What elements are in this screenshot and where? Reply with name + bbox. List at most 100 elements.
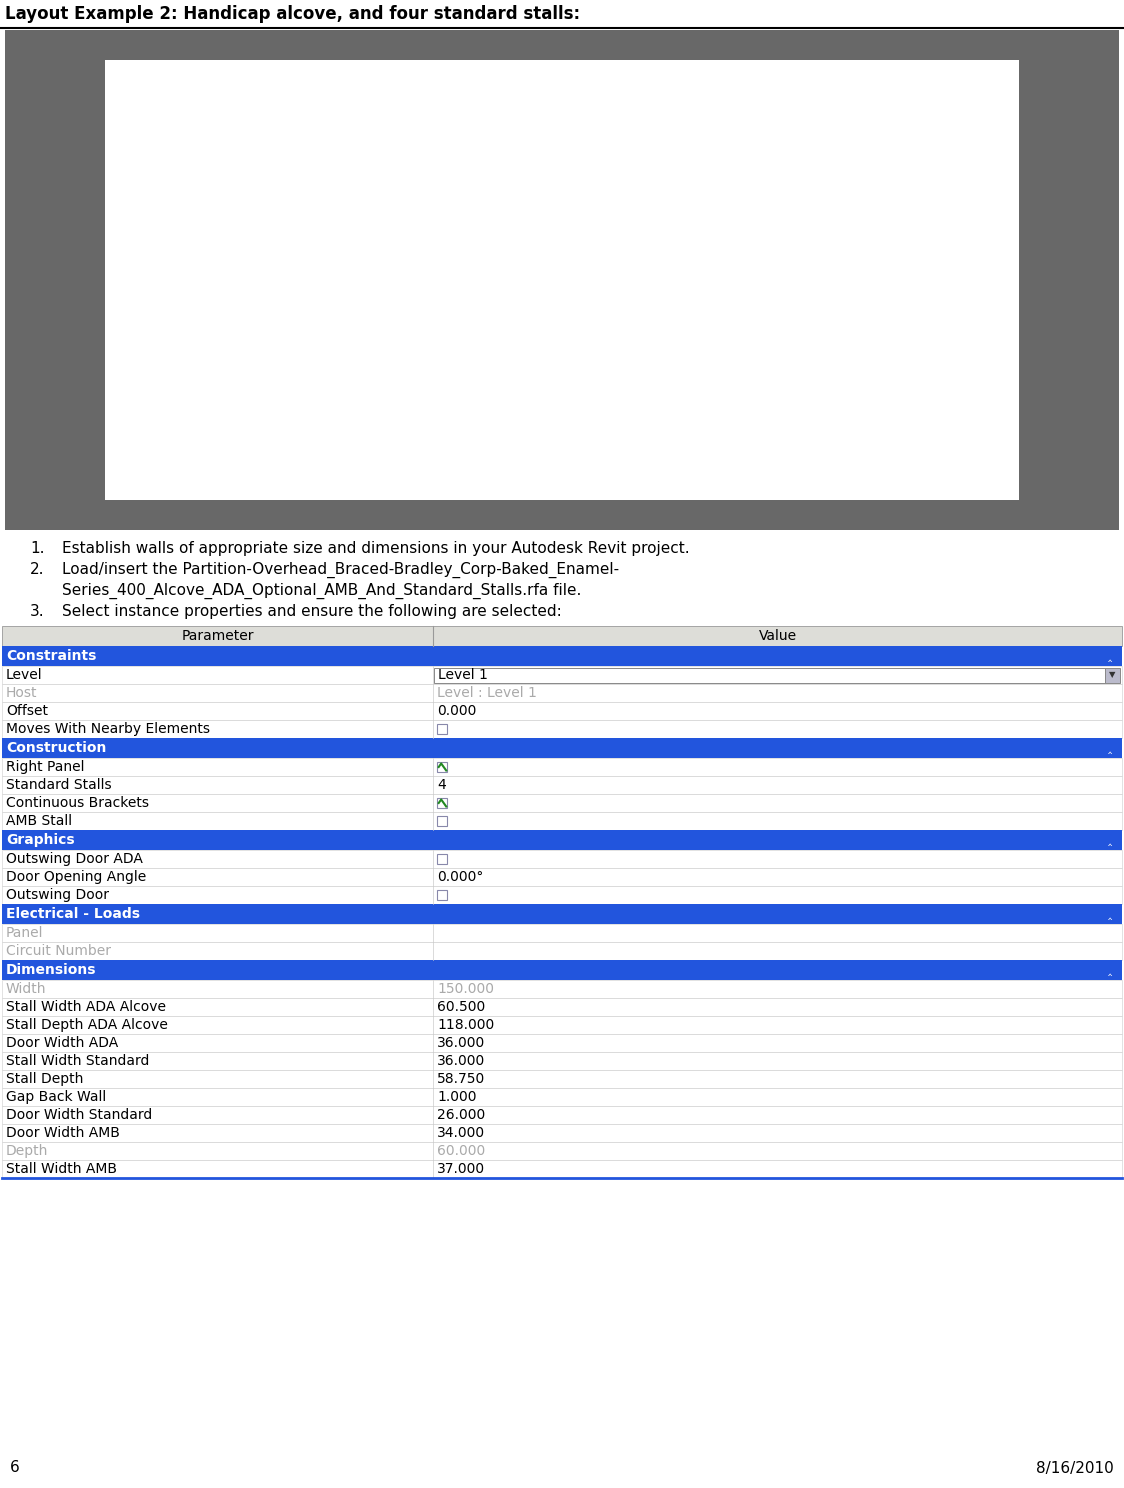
Text: 58.750: 58.750 [437, 1071, 486, 1086]
Text: Width: Width [6, 982, 46, 995]
Bar [2, 757, 1122, 777]
Bar [2, 812, 1122, 830]
Text: 36.000: 36.000 [437, 1036, 486, 1051]
Text: 1.: 1. [30, 542, 45, 557]
Text: Dimensions: Dimensions [6, 963, 97, 978]
Text: Outswing Door: Outswing Door [6, 888, 109, 902]
Bar [437, 725, 447, 734]
Text: Value: Value [759, 629, 797, 643]
Bar [2, 905, 1122, 924]
Text: 3.: 3. [30, 604, 45, 619]
Text: ▼: ▼ [1109, 671, 1116, 680]
Bar [2, 684, 1122, 702]
Bar [4, 30, 1120, 530]
Text: Door Opening Angle: Door Opening Angle [6, 870, 146, 884]
Text: Door Width ADA: Door Width ADA [6, 1036, 118, 1051]
Bar [2, 1088, 1122, 1106]
Bar [2, 942, 1122, 960]
Text: Circuit Number: Circuit Number [6, 943, 111, 958]
Bar [2, 738, 1122, 757]
Bar [437, 890, 447, 900]
Text: Outswing Door ADA: Outswing Door ADA [6, 853, 143, 866]
Text: Construction: Construction [6, 741, 107, 754]
Text: Level 1: Level 1 [438, 668, 488, 682]
Text: 8/16/2010: 8/16/2010 [1036, 1461, 1114, 1476]
Text: 4: 4 [437, 778, 446, 792]
Bar [2, 981, 1122, 998]
Bar [2, 1052, 1122, 1070]
Bar [2, 960, 1122, 981]
Text: Level : Level 1: Level : Level 1 [437, 686, 537, 699]
Text: Establish walls of appropriate size and dimensions in your Autodesk Revit projec: Establish walls of appropriate size and … [62, 542, 690, 557]
Bar [2, 795, 1122, 812]
Bar [2, 1123, 1122, 1141]
Text: Stall Width AMB: Stall Width AMB [6, 1162, 117, 1176]
Text: AMB Stall: AMB Stall [6, 814, 72, 827]
Bar [2, 1106, 1122, 1123]
Text: ‸: ‸ [1108, 649, 1112, 662]
Bar [2, 646, 1122, 667]
Text: Select instance properties and ensure the following are selected:: Select instance properties and ensure th… [62, 604, 562, 619]
Text: 118.000: 118.000 [437, 1018, 495, 1033]
Text: Level: Level [6, 668, 43, 682]
Bar [2, 720, 1122, 738]
Bar [2, 1161, 1122, 1178]
Bar [437, 798, 447, 808]
Text: Parameter: Parameter [181, 629, 254, 643]
Text: 2.: 2. [30, 562, 45, 577]
Bar [2, 626, 1122, 646]
Bar [2, 1016, 1122, 1034]
Text: 37.000: 37.000 [437, 1162, 486, 1176]
Text: Standard Stalls: Standard Stalls [6, 778, 111, 792]
Text: ‸: ‸ [1108, 964, 1112, 976]
Bar [437, 762, 447, 772]
Bar [2, 924, 1122, 942]
Bar [2, 1034, 1122, 1052]
Text: Right Panel: Right Panel [6, 760, 84, 774]
Text: Panel: Panel [6, 926, 44, 940]
Text: Gap Back Wall: Gap Back Wall [6, 1091, 107, 1104]
Bar [2, 702, 1122, 720]
Text: Stall Depth: Stall Depth [6, 1071, 83, 1086]
Text: Series_400_Alcove_ADA_Optional_AMB_And_Standard_Stalls.rfa file.: Series_400_Alcove_ADA_Optional_AMB_And_S… [62, 582, 581, 598]
Bar [2, 850, 1122, 868]
Bar [2, 1141, 1122, 1161]
Bar [2, 868, 1122, 885]
Bar [105, 60, 1019, 500]
Text: 60.500: 60.500 [437, 1000, 486, 1013]
Text: Graphics: Graphics [6, 833, 74, 847]
Text: 60.000: 60.000 [437, 1144, 486, 1158]
Bar [2, 1070, 1122, 1088]
Bar [2, 885, 1122, 905]
Bar [2, 830, 1122, 850]
Bar [1105, 668, 1120, 683]
Text: 150.000: 150.000 [437, 982, 495, 995]
Bar [437, 815, 447, 826]
Text: Offset: Offset [6, 704, 48, 719]
Text: Electrical - Loads: Electrical - Loads [6, 908, 140, 921]
Text: ‸: ‸ [1108, 741, 1112, 754]
Text: Host: Host [6, 686, 37, 699]
Text: ‸: ‸ [1108, 833, 1112, 847]
Text: Constraints: Constraints [6, 649, 97, 664]
Text: ‸: ‸ [1108, 908, 1112, 921]
Bar [2, 667, 1122, 684]
Text: Moves With Nearby Elements: Moves With Nearby Elements [6, 722, 210, 737]
Bar [2, 998, 1122, 1016]
Text: Load/insert the Partition-Overhead_Braced-Bradley_Corp-Baked_Enamel-: Load/insert the Partition-Overhead_Brace… [62, 561, 619, 577]
Bar [434, 668, 1105, 683]
Text: Stall Width ADA Alcove: Stall Width ADA Alcove [6, 1000, 166, 1013]
Bar [437, 854, 447, 865]
Text: 36.000: 36.000 [437, 1054, 486, 1068]
Text: 1.000: 1.000 [437, 1091, 477, 1104]
Text: Stall Width Standard: Stall Width Standard [6, 1054, 149, 1068]
Text: Door Width Standard: Door Width Standard [6, 1109, 152, 1122]
Text: 0.000: 0.000 [437, 704, 477, 719]
Text: Stall Depth ADA Alcove: Stall Depth ADA Alcove [6, 1018, 167, 1033]
Text: Continuous Brackets: Continuous Brackets [6, 796, 149, 809]
Text: Door Width AMB: Door Width AMB [6, 1126, 120, 1140]
Text: Layout Example 2: Handicap alcove, and four standard stalls:: Layout Example 2: Handicap alcove, and f… [4, 4, 580, 22]
Bar [2, 777, 1122, 795]
Text: 6: 6 [10, 1461, 20, 1476]
Text: 0.000°: 0.000° [437, 870, 483, 884]
